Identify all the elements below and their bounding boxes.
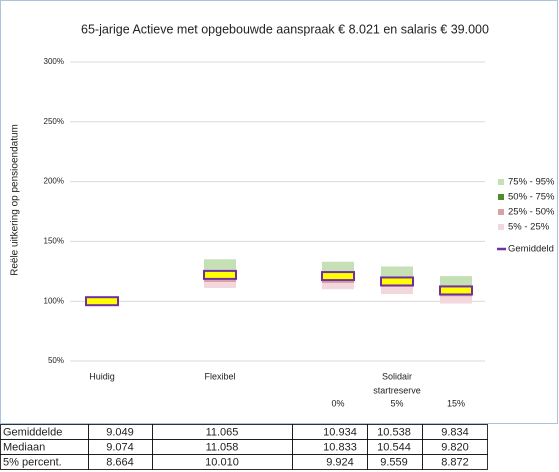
x-tick-label: 0% [331,398,344,408]
table-text: 9.074 [106,441,134,453]
group-label: Solidair [382,371,412,381]
x-tick-label: Flexibel [204,371,235,381]
table-text: 8.664 [106,456,134,468]
table-text: 9.834 [441,426,469,438]
legend-swatch [498,209,504,215]
table-text: 10.544 [377,441,411,453]
table-text: 10.010 [205,456,239,468]
chart-title: 65-jarige Actieve met opgebouwde aanspra… [81,22,489,36]
x-tick-label: Huidig [89,371,115,381]
table-text: 11.065 [206,426,239,438]
table-text: 9.924 [326,456,354,468]
x-tick-label: 15% [447,398,465,408]
y-tick-label: 300% [44,57,64,66]
table-text: 11.058 [206,441,239,453]
legend-swatch [498,179,504,185]
y-tick-label: 150% [44,237,64,246]
legend-swatch [498,194,504,200]
legend-label: 5% - 25% [508,222,550,233]
table-text: Mediaan [3,441,45,453]
y-tick-label: 100% [44,296,64,305]
range-segment [322,283,354,290]
mean-marker [439,285,473,296]
range-segment [440,276,472,287]
x-tick-label: 5% [390,398,403,408]
range-segment [322,261,354,273]
legend-label: Gemiddeld [508,244,554,255]
legend-label: 50% - 75% [508,192,555,203]
mean-marker [85,296,119,307]
table-text: 10.538 [377,426,411,438]
table-text: 10.934 [323,426,357,438]
y-axis-label: Reële uitkering op pensioendatum [10,124,21,276]
range-segment [440,296,472,304]
range-segment [204,259,236,271]
range-segment [381,266,413,278]
legend-label: 75% - 95% [508,177,555,188]
table-text: 9.820 [441,441,469,453]
chart-frame [0,0,558,424]
table-text: 9.559 [380,456,408,468]
mean-marker [203,269,237,280]
legend-label: 25% - 50% [508,207,555,218]
table-cell [422,454,488,470]
table-text: Gemiddelde [3,426,62,438]
table-text: 9.049 [106,426,134,438]
y-tick-label: 250% [44,117,64,126]
y-tick-label: 200% [44,177,64,186]
table-text: 8.872 [441,456,469,468]
mean-marker [321,271,355,282]
range-segment [204,282,236,289]
group-sublabel: startreserve [373,385,421,395]
mean-marker [380,276,414,287]
y-tick-label: 50% [48,356,64,365]
table-text: 5% percent. [3,456,62,468]
legend-swatch [498,224,504,230]
range-segment [381,286,413,295]
table-text: 10.833 [323,441,357,453]
